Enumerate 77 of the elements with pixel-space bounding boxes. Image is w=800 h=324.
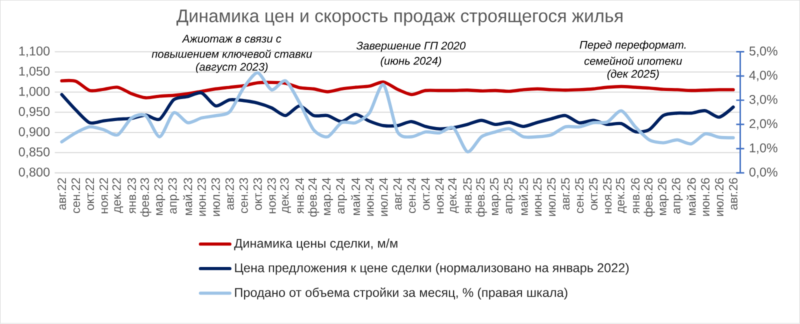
x-tick-label: ноя.25 <box>603 178 612 214</box>
x-tick-label: окт.24 <box>421 178 430 210</box>
x-tick-label: мар.25 <box>490 178 501 216</box>
y2-tick-label: 2,0% <box>750 119 778 130</box>
y-tick-label: 1,050 <box>19 66 50 78</box>
annotation: (август 2023) <box>196 62 268 74</box>
x-tick-label: июн.23 <box>197 178 206 216</box>
x-tick-label: янв.25 <box>463 178 472 214</box>
y-tick-label: 0,850 <box>18 148 50 158</box>
x-tick-label: мар.23 <box>154 178 166 216</box>
x-tick-label: апр.25 <box>504 178 515 214</box>
x-tick-label: май.25 <box>518 178 528 216</box>
annotation: (дек 2025) <box>607 70 659 80</box>
x-tick-label: май.24 <box>351 178 360 216</box>
x-tick-label: май.23 <box>183 178 192 216</box>
x-tick-label: апр.23 <box>168 178 180 214</box>
line-series <box>60 71 735 154</box>
x-tick-label: ноя.24 <box>435 178 444 214</box>
x-tick-label: фев.23 <box>140 178 152 217</box>
text: Перед переформат. <box>580 40 686 52</box>
x-tick-label: фев.25 <box>476 178 488 217</box>
legend-label: Динамика цены сделки, м/м <box>234 238 398 250</box>
y2-tick-label: 0,0% <box>749 168 778 178</box>
x-tick-label: мар.24 <box>322 178 334 216</box>
x-tick-label: окт.22 <box>86 178 94 210</box>
x-tick-label: окт.23 <box>253 178 262 210</box>
legend-label: Продано от объема стройки за месяц, % (правая шкала) <box>235 288 568 300</box>
x-tick-label: апр.26 <box>672 178 683 214</box>
x-tick-label: апр.24 <box>336 178 347 214</box>
y2-tick-label: 3,0% <box>749 95 778 106</box>
x-tick-label: дек.25 <box>616 178 627 214</box>
y2-tick-label: 1,0% <box>750 144 778 154</box>
x-tick-label: авг.23 <box>225 178 234 210</box>
x-tick-label: июн.25 <box>533 178 542 216</box>
x-tick-label: янв.24 <box>295 178 304 214</box>
x-tick-label: дек.22 <box>112 178 124 214</box>
x-tick-label: дек.24 <box>448 178 459 214</box>
annotation: семейной ипотеки <box>584 56 682 66</box>
annotation: повышением ключевой ставки <box>152 50 312 58</box>
x-tick-label: июл.25 <box>547 178 556 216</box>
x-tick-label: окт.25 <box>589 178 598 210</box>
x-tick-label: авг.24 <box>393 178 402 210</box>
y2-tick-label: 5,0% <box>749 46 778 58</box>
x-tick-label: июл.23 <box>211 178 220 216</box>
x-tick-label: мар.26 <box>658 178 669 216</box>
text: Ажиотаж в связи с <box>182 35 282 43</box>
x-tick-label: авг.25 <box>561 178 570 210</box>
annotation: (июнь 2024) <box>380 56 442 68</box>
x-tick-label: июл.26 <box>714 178 724 216</box>
line-series <box>60 79 735 100</box>
x-tick-label: июн.24 <box>365 178 374 216</box>
chart-title: Динамика цен и скорость продаж строящегося жилья <box>176 10 622 26</box>
y-tick-label: 1,100 <box>19 46 50 58</box>
x-tick-label: сен.23 <box>239 178 248 214</box>
x-tick-label: июн.26 <box>701 178 710 216</box>
x-tick-label: дек.23 <box>280 178 291 214</box>
x-tick-label: июл.24 <box>379 178 388 216</box>
x-tick-label: сен.22 <box>72 178 80 214</box>
annotation: Завершение ГП 2020 <box>356 42 466 52</box>
x-tick-label: фев.26 <box>644 178 655 217</box>
line-series <box>60 91 735 134</box>
y-tick-label: 0,800 <box>18 168 50 178</box>
x-tick-label: авг.26 <box>728 178 738 210</box>
x-tick-label: сен.24 <box>407 178 416 214</box>
x-tick-label: ноя.23 <box>267 178 276 214</box>
legend-label: Цена предложения к цене сделки (нормализовано на январь 2022) <box>235 263 629 275</box>
x-tick-label: янв.23 <box>127 178 136 214</box>
x-tick-label: сен.25 <box>575 178 584 214</box>
x-tick-label: фев.24 <box>308 178 320 217</box>
y2-tick-label: 4,0% <box>749 70 778 82</box>
x-tick-label: янв.26 <box>631 178 640 214</box>
x-tick-label: авг.22 <box>58 178 66 210</box>
x-tick-label: ноя.22 <box>99 178 108 214</box>
y-tick-label: 1,000 <box>19 87 50 98</box>
y-tick-label: 0,900 <box>18 127 50 138</box>
x-tick-label: май.26 <box>686 178 696 216</box>
y-tick-label: 0,950 <box>18 107 50 118</box>
